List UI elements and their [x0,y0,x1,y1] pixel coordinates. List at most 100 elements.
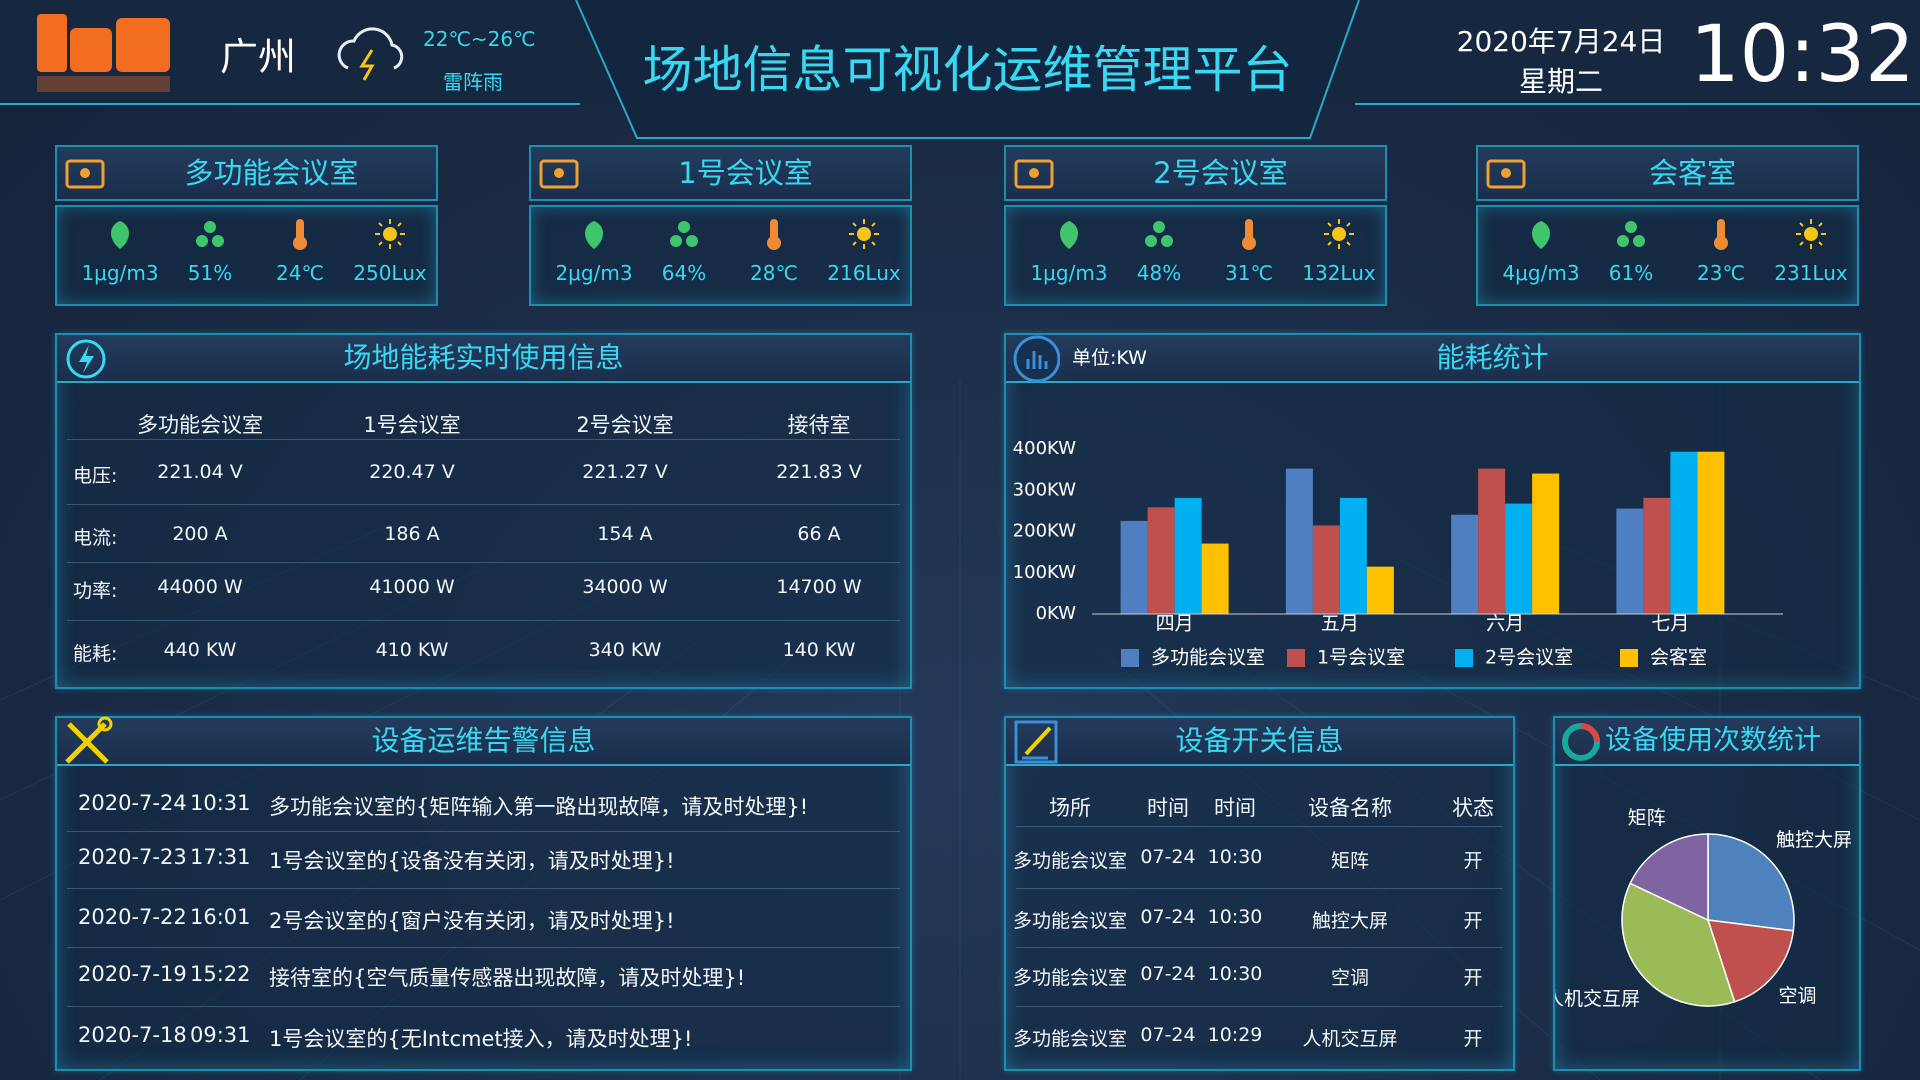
table-cell: 多功能会议室 [1012,967,1127,989]
sep [1016,946,1503,948]
panel-title: 能耗统计 [1436,341,1549,374]
legend-label: 2号会议室 [1485,647,1573,669]
chart-panel: 单位:KW 能耗统计 0KW 100KW 200KW 300KW 400KW 四月 五月 六月… [1004,333,1861,689]
metric-icon [577,217,611,255]
bar [1697,451,1725,614]
panel-header: 设备运维告警信息 [57,716,910,766]
legend-swatch [1455,649,1473,667]
table-cell: 221.27 V [582,461,668,483]
metric-icon [283,217,317,255]
title-frame [575,0,1360,139]
bar [1366,566,1394,614]
y-tick-label: 400KW [1013,438,1077,459]
panel-header: 设备使用次数统计 [1555,718,1859,766]
bar [1174,497,1202,614]
date: 2020年7月24日 [1456,25,1666,58]
room-header: 2号会议室 [1004,145,1387,201]
metric-value: 24℃ [276,261,324,285]
weekday: 星期二 [1518,65,1603,98]
panel-title: 场地能耗实时使用信息 [343,341,624,374]
column-header: 设备名称 [1308,796,1392,820]
alert-message: 接待室的{空气质量传感器出现故障，请及时处理}! [269,966,746,990]
metric-value: 4μg/m3 [1502,261,1580,285]
alert-message: 2号会议室的{窗户没有关闭，请及时处理}! [269,909,675,933]
table-cell: 34000 W [582,576,668,598]
table-cell: 人机交互屏 [1302,1028,1398,1050]
table-cell: 开 [1463,967,1483,989]
slice-label: 空调 [1778,985,1816,1007]
room-header: 1号会议室 [529,145,912,201]
edit-icon [1014,720,1058,764]
pie-slice [1629,833,1709,922]
legend-swatch [1121,649,1139,667]
room-icon [539,159,579,189]
metric-icon [1232,217,1266,255]
thermo-icon [1714,219,1728,250]
table-cell: 开 [1463,910,1483,932]
humidity-icon [1617,221,1645,247]
slice-label: 触控大屏 [1776,829,1852,851]
table-cell: 多功能会议室 [1012,1028,1127,1050]
column-header: 接待室 [787,413,851,437]
table-cell: 多功能会议室 [1012,910,1127,932]
sep [67,561,900,563]
metric-value: 28℃ [750,261,798,285]
bar [1312,525,1340,614]
table-cell: 186 A [384,523,440,545]
metric-value: 51% [187,261,233,285]
sun-icon [1796,219,1826,249]
metric-icon [373,217,407,255]
sep [67,619,900,621]
sep [67,946,900,948]
column-header: 状态 [1452,796,1494,820]
metric-value: 31℃ [1225,261,1273,285]
header-bg [0,0,1920,139]
alert-message: 1号会议室的{无Intcmet接入，请及时处理}! [269,1027,693,1051]
metric-icon [667,217,701,255]
bar [1643,497,1671,614]
table-cell: 开 [1463,1028,1483,1050]
bar [1505,503,1533,614]
room-icon-box [1484,153,1528,197]
metric-value: 2μg/m3 [555,261,633,285]
metric-icon [1794,217,1828,255]
temperature: 22℃~26℃ [423,27,536,51]
tools-icon [65,716,113,764]
y-tick-label: 300KW [1013,479,1077,500]
ring-icon [1562,723,1600,761]
metric-value: 23℃ [1697,261,1745,285]
legend-label: 多功能会议室 [1151,647,1265,669]
row-label: 电流: [73,527,118,549]
page-title: 场地信息可视化运维管理平台 [642,41,1293,99]
logo [37,14,170,92]
thermo-icon [767,219,781,250]
sep [67,504,900,505]
pie-slice [1706,919,1795,1003]
row-label: 电压: [73,465,118,487]
metric-value: 48% [1136,261,1182,285]
table-cell: 14700 W [776,576,862,598]
panel-title: 设备使用次数统计 [1605,725,1821,756]
alert-date: 2020-7-23 [78,845,187,869]
metric-icon [1322,217,1356,255]
table-cell: 10:30 [1207,846,1263,868]
panel-header: 单位:KW 能耗统计 [1006,335,1859,383]
room-icon [1486,159,1526,189]
alert-time: 15:22 [190,962,251,986]
panel-title: 设备运维告警信息 [371,724,596,757]
room-name: 多功能会议室 [184,156,359,190]
column-header: 场所 [1049,796,1091,820]
metric-icon [1052,217,1086,255]
leaf-icon [1531,221,1551,249]
room-body: 1μg/m3 48% 31℃ 132Lux [1004,205,1387,306]
alert-time: 16:01 [190,905,251,929]
x-tick-label: 五月 [1321,613,1359,635]
metric-icon [193,217,227,255]
alert-date: 2020-7-22 [78,905,187,929]
humidity-icon [196,221,224,247]
metric-value: 250Lux [353,261,427,285]
bar [1451,514,1479,614]
